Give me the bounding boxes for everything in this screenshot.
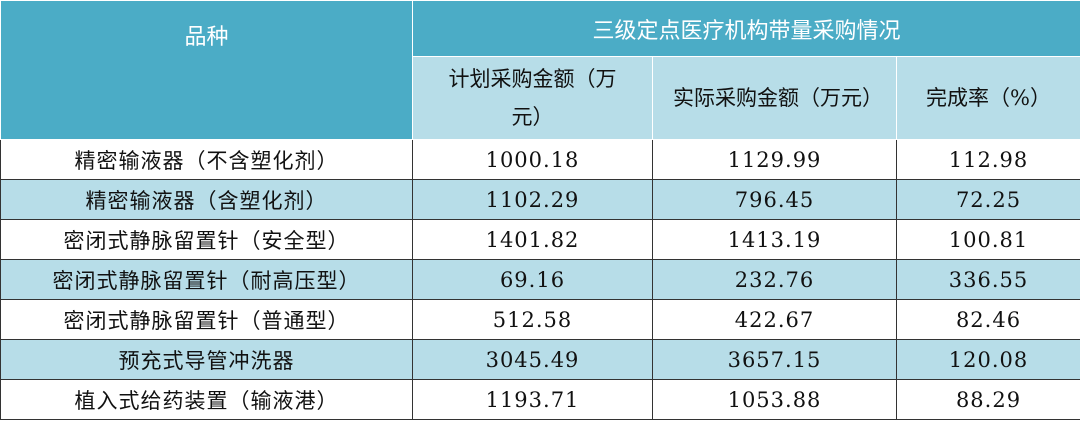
table-row: 密闭式静脉留置针（安全型） 1401.82 1413.19 100.81 xyxy=(0,219,1080,260)
value-cell: 512.58 xyxy=(412,299,653,340)
group-header: 三级定点医疗机构带量采购情况 xyxy=(411,0,1080,57)
value-cell: 82.46 xyxy=(895,299,1080,340)
value-cell: 1413.19 xyxy=(652,219,897,260)
variety-header: 品种 xyxy=(0,0,413,140)
value-cell: 3045.49 xyxy=(412,339,653,380)
variety-cell: 密闭式静脉留置针（普通型） xyxy=(0,299,413,340)
variety-cell: 密闭式静脉留置针（耐高压型） xyxy=(0,259,413,300)
variety-cell: 精密输液器（不含塑化剂） xyxy=(0,139,413,180)
value-cell: 72.25 xyxy=(895,179,1080,220)
value-cell: 422.67 xyxy=(652,299,897,340)
value-cell: 88.29 xyxy=(895,379,1080,420)
value-cell: 3657.15 xyxy=(652,339,897,380)
variety-cell: 预充式导管冲洗器 xyxy=(0,339,413,380)
table-row: 密闭式静脉留置针（普通型） 512.58 422.67 82.46 xyxy=(0,299,1080,340)
table-row: 精密输液器（不含塑化剂） 1000.18 1129.99 112.98 xyxy=(0,139,1080,180)
value-cell: 796.45 xyxy=(652,179,897,220)
table-row: 精密输液器（含塑化剂） 1102.29 796.45 72.25 xyxy=(0,179,1080,220)
column-header: 实际采购金额（万元） xyxy=(652,56,897,140)
table-body: 精密输液器（不含塑化剂） 1000.18 1129.99 112.98 精密输液器（含塑… xyxy=(0,139,1080,420)
table-row: 植入式给药装置（输液港） 1193.71 1053.88 88.29 xyxy=(0,379,1080,420)
value-cell: 69.16 xyxy=(412,259,653,300)
value-cell: 1000.18 xyxy=(412,139,653,180)
variety-cell: 植入式给药装置（输液港） xyxy=(0,379,413,420)
value-cell: 120.08 xyxy=(895,339,1080,380)
value-cell: 1401.82 xyxy=(412,219,653,260)
value-cell: 232.76 xyxy=(652,259,897,300)
table-row: 预充式导管冲洗器 3045.49 3657.15 120.08 xyxy=(0,339,1080,380)
column-header: 完成率（%） xyxy=(895,56,1080,140)
value-cell: 1053.88 xyxy=(652,379,897,420)
value-cell: 1129.99 xyxy=(652,139,897,180)
variety-cell: 精密输液器（含塑化剂） xyxy=(0,179,413,220)
value-cell: 100.81 xyxy=(895,219,1080,260)
value-cell: 112.98 xyxy=(895,139,1080,180)
value-cell: 336.55 xyxy=(895,259,1080,300)
variety-cell: 密闭式静脉留置针（安全型） xyxy=(0,219,413,260)
value-cell: 1102.29 xyxy=(412,179,653,220)
column-header: 计划采购金额（万元） xyxy=(412,56,653,140)
table-row: 密闭式静脉留置针（耐高压型） 69.16 232.76 336.55 xyxy=(0,259,1080,300)
value-cell: 1193.71 xyxy=(412,379,653,420)
